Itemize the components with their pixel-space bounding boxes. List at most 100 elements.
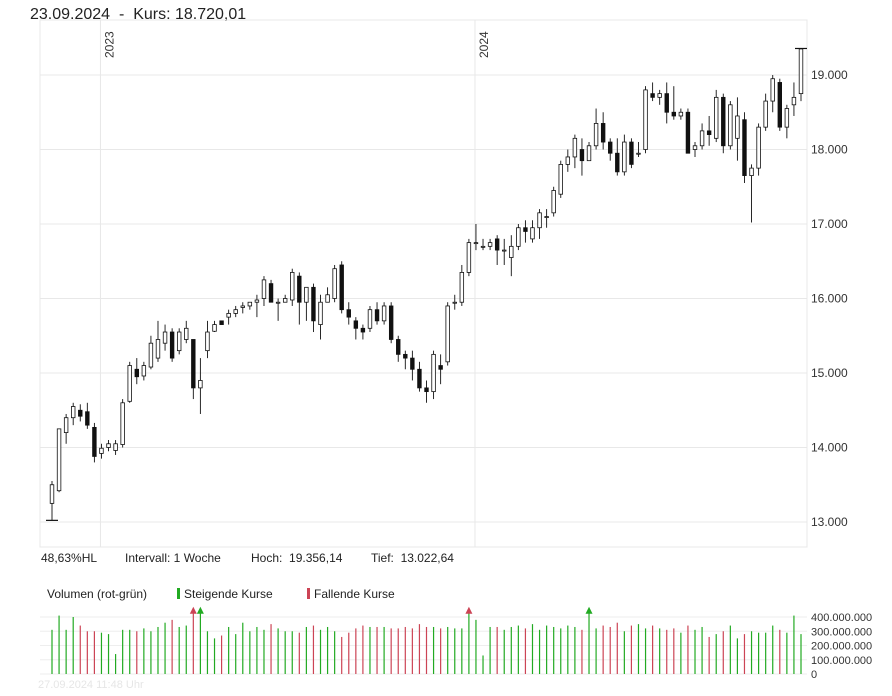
candle-body-up xyxy=(551,190,556,214)
candle xyxy=(643,86,648,154)
candle-body-up xyxy=(205,331,210,352)
candle-body-down xyxy=(650,93,655,98)
volume-grid xyxy=(40,616,807,675)
candle-body-up xyxy=(565,156,571,165)
candle xyxy=(99,443,104,459)
candle-body-down xyxy=(403,353,408,359)
timestamp: 27.09.2024 11:48 Uhr xyxy=(38,679,144,691)
candle-body-up xyxy=(784,108,790,128)
hl-ratio: 48,63%HL xyxy=(41,551,98,565)
candle-body-up xyxy=(572,137,578,158)
year-label: 2024 xyxy=(477,31,491,58)
candle-body-down xyxy=(579,149,585,162)
candle xyxy=(473,224,479,251)
candle-body-up xyxy=(141,365,147,377)
candle xyxy=(445,302,450,366)
candle xyxy=(205,320,210,359)
price-label: Kurs: xyxy=(133,6,171,23)
y-tick-label: 14.000 xyxy=(811,441,848,455)
candle-body-up xyxy=(643,89,648,150)
candle-body-up xyxy=(254,299,260,303)
candle xyxy=(791,82,797,116)
candle-body-up xyxy=(127,365,132,402)
y-tick-label: 18.000 xyxy=(811,143,848,157)
candle-body-up xyxy=(155,339,161,359)
candle-body-down xyxy=(417,368,422,389)
candle xyxy=(410,350,415,381)
candle xyxy=(212,320,217,333)
plot-area xyxy=(39,19,808,548)
candle xyxy=(699,123,705,150)
candle-body-down xyxy=(523,227,528,232)
candle xyxy=(735,97,740,161)
candle-body-down xyxy=(410,357,415,370)
falling-swatch xyxy=(307,588,310,599)
candle xyxy=(777,78,783,131)
candle-body-up xyxy=(509,245,514,258)
candles xyxy=(49,48,804,521)
candle-body-up xyxy=(586,145,592,162)
candle xyxy=(233,305,238,318)
candle xyxy=(466,238,472,277)
candle-body-up xyxy=(332,268,337,299)
candle-body-up xyxy=(735,115,740,139)
legend-falling-label: Fallende Kurse xyxy=(314,587,395,601)
candle-body-up xyxy=(106,443,111,448)
grid xyxy=(39,19,808,548)
candle xyxy=(282,294,288,303)
candle xyxy=(537,209,542,239)
candle-body-up xyxy=(282,298,288,303)
candle-body-up xyxy=(558,163,563,195)
candle xyxy=(509,235,514,277)
candle-body-up xyxy=(247,301,253,307)
volume-title: Volumen (rot-grün) xyxy=(47,587,148,601)
candle-body-up xyxy=(466,242,472,273)
candle-body-up xyxy=(749,167,754,176)
candle-body-up xyxy=(714,96,719,139)
candle xyxy=(714,89,719,143)
volume-overflow-marker xyxy=(465,606,473,614)
candle xyxy=(671,86,677,120)
legend-falling: Fallende Kurse xyxy=(307,587,395,601)
candle-body-down xyxy=(134,368,139,378)
candle-body-up xyxy=(699,130,705,147)
candle-body-up xyxy=(381,305,387,322)
candle-body-up xyxy=(261,279,267,299)
candle xyxy=(85,402,90,429)
candle xyxy=(268,279,274,303)
candle xyxy=(544,209,549,228)
candle xyxy=(551,186,556,217)
volume-overflow-marker xyxy=(585,606,593,614)
candle-body-up xyxy=(233,309,238,314)
candle xyxy=(367,305,373,333)
candle xyxy=(516,224,521,251)
candle xyxy=(784,104,790,139)
candle xyxy=(721,93,726,154)
candle xyxy=(247,301,253,310)
candle-body-down xyxy=(424,387,429,393)
volume-tick-label: 200.000.000 xyxy=(811,641,872,653)
candle xyxy=(417,361,422,392)
candle-body-down xyxy=(346,309,351,318)
candle xyxy=(431,350,436,400)
candle xyxy=(728,101,733,150)
candle-body-down xyxy=(777,82,783,128)
volume-tick-label: 0 xyxy=(811,669,817,681)
price-chart[interactable]: 2023 2024 13.00014.00015.00016.00017.0001… xyxy=(0,0,892,548)
candle-body-up xyxy=(367,309,373,329)
candle-body-up xyxy=(290,272,295,301)
volume-chart[interactable]: 400.000.000 300.000.000 200.000.000 100.000… xyxy=(0,600,892,682)
candle-body-up xyxy=(162,331,168,344)
candle-body-down xyxy=(615,152,620,173)
candle xyxy=(593,108,599,150)
chart-header: 23.09.2024 - Kurs: 18.720,01 xyxy=(30,6,246,24)
low-stat: Tief: 13.022,64 xyxy=(371,551,454,565)
candle-body-up xyxy=(49,484,55,504)
candle-body-up xyxy=(70,406,76,419)
candle xyxy=(106,440,111,452)
candle-body-up xyxy=(318,301,323,325)
volume-bars xyxy=(51,606,802,674)
candle-body-up xyxy=(537,212,542,229)
candle xyxy=(763,93,768,131)
candle xyxy=(650,82,655,102)
